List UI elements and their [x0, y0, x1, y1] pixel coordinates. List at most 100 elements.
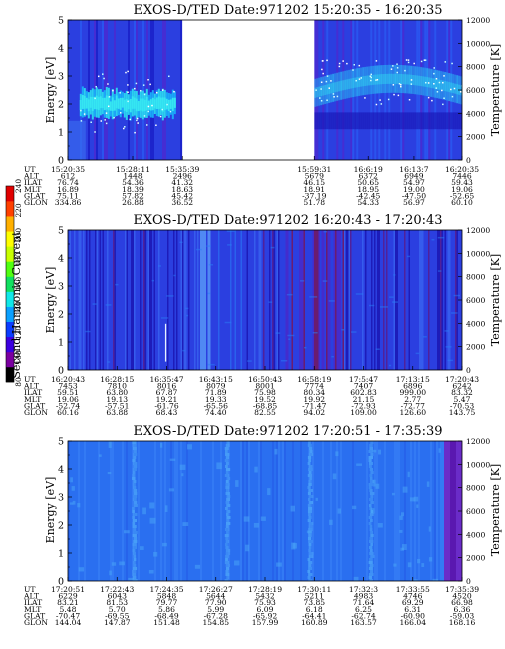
spectrogram-cell: [142, 84, 145, 86]
spectrogram-cell: [423, 59, 426, 61]
spectrogram-cell: [309, 495, 314, 498]
spectrogram-cell: [224, 321, 232, 324]
spectrogram-cell: [326, 84, 329, 95]
spectrogram-cell: [400, 112, 403, 130]
ephemeris-value: 75.98: [254, 388, 276, 397]
spectrogram-cell: [364, 97, 366, 99]
spectrogram-cell: [308, 480, 312, 483]
spectrogram-cell: [180, 230, 182, 370]
spectrogram-cell: [98, 441, 100, 581]
ephemeris-value: 19.06: [57, 395, 79, 404]
spectrogram-cell: [320, 81, 323, 83]
spectrogram-cell: [133, 450, 137, 453]
ephemeris-value: 2496: [173, 172, 192, 181]
y-tick-label: 0: [58, 577, 64, 588]
spectrogram-cell: [174, 441, 176, 581]
spectrogram-cell: [341, 329, 345, 331]
spectrogram-cell: [340, 112, 343, 130]
spectrogram-cell: [459, 91, 462, 93]
ephemeris-value: 15:35:39: [165, 165, 199, 174]
spectrogram-cell: [452, 83, 455, 94]
spectrogram-cell: [376, 78, 379, 81]
spectrogram-cell: [450, 112, 453, 130]
spectrogram-cell: [157, 96, 160, 109]
spectrogram-cell: [78, 230, 80, 370]
spectrogram-cell: [424, 59, 427, 61]
spectrogram-cell: [312, 441, 314, 581]
spectrogram-cell: [187, 444, 192, 450]
spectrogram-cell: [309, 552, 314, 555]
spectrogram-cell: [260, 230, 262, 370]
spectrogram-cell: [408, 98, 411, 101]
ephemeris-value: 7810: [108, 382, 127, 391]
spectrogram-cell: [95, 95, 98, 110]
spectrogram-cell: [396, 112, 399, 130]
spectrogram-cell: [333, 96, 335, 98]
y-tick-label: 3: [58, 72, 64, 83]
spectrogram-cell: [107, 361, 111, 363]
spectrogram-cell: [83, 95, 86, 109]
spectrogram-cell: [278, 441, 280, 581]
spectrogram-cell: [107, 230, 109, 370]
spectrogram-cell: [105, 304, 112, 306]
spectrogram-cell: [145, 96, 148, 110]
spectrogram-cell: [451, 95, 454, 98]
spectrogram-cell: [70, 477, 73, 483]
spectrogram-cell: [308, 534, 312, 537]
spectrogram-cell: [308, 441, 311, 444]
spectrogram-cell: [434, 441, 436, 581]
colorbar: 80 100 120 140 160 180 200 220 240: [5, 179, 23, 387]
colorbar-tick-label: 180: [14, 252, 23, 266]
spectrogram-cell: [442, 81, 444, 84]
spectrogram-cell: [133, 495, 138, 498]
spectrogram-cell: [379, 306, 388, 308]
spectrogram-cell: [370, 570, 374, 573]
ephemeris-value: 166.04: [399, 618, 426, 627]
spectrogram-cell: [441, 89, 443, 92]
ephemeris-value: 17:28:19: [248, 585, 282, 594]
spectrogram-cell: [360, 76, 363, 87]
ephemeris-value: 144.04: [55, 618, 82, 627]
spectrogram-cell: [398, 83, 401, 85]
spectrogram-cell: [369, 528, 373, 531]
ephemeris-value: 68.43: [156, 408, 178, 417]
spectrogram-cell: [414, 112, 417, 130]
spectrogram-cell: [166, 295, 174, 297]
spectrogram-cell: [107, 83, 109, 85]
spectrogram-cell: [143, 230, 145, 370]
spectrogram-cell: [402, 486, 408, 493]
y-tick-label: 1: [58, 338, 64, 349]
spectrogram-cell: [433, 83, 435, 85]
spectrogram-cell: [204, 230, 206, 370]
spectrogram-cell: [342, 80, 345, 91]
spectrogram-cell: [131, 96, 134, 109]
spectrogram-cell: [308, 513, 312, 516]
spectrogram-cell: [147, 105, 150, 108]
spectrogram-cell: [355, 293, 364, 295]
spectrogram-cell: [287, 230, 289, 370]
ephemeris-value: 19.13: [106, 395, 128, 404]
spectrogram-cell: [153, 99, 156, 109]
spectrogram-cell: [149, 83, 151, 86]
spectrogram-cell: [431, 99, 433, 102]
y-right-tick-label: 6000: [466, 86, 485, 95]
ephemeris-value: 157.99: [252, 618, 279, 627]
spectrogram-cell: [200, 230, 202, 370]
y-tick-label: 4: [58, 44, 64, 55]
spectrogram-cell: [225, 522, 231, 525]
spectrogram-cell: [369, 525, 373, 528]
ephemeris-row-label: MLT: [24, 185, 41, 194]
spectrogram-cell: [364, 112, 367, 130]
spectrogram-cell: [333, 230, 335, 370]
spectrogram-cell: [410, 112, 413, 130]
panel-1-ylabel-right: Temperature [K]: [489, 44, 502, 136]
spectrogram-cell: [370, 453, 374, 456]
spectrogram-cell: [378, 230, 380, 370]
spectrogram-cell: [326, 112, 329, 130]
spectrogram-cell: [169, 99, 172, 109]
ephemeris-value: 51.78: [303, 198, 325, 207]
spectrogram-cell: [436, 441, 438, 581]
spectrogram-cell: [225, 453, 230, 456]
ephemeris-value: 154.85: [202, 618, 229, 627]
y-tick-label: 4: [58, 254, 64, 265]
